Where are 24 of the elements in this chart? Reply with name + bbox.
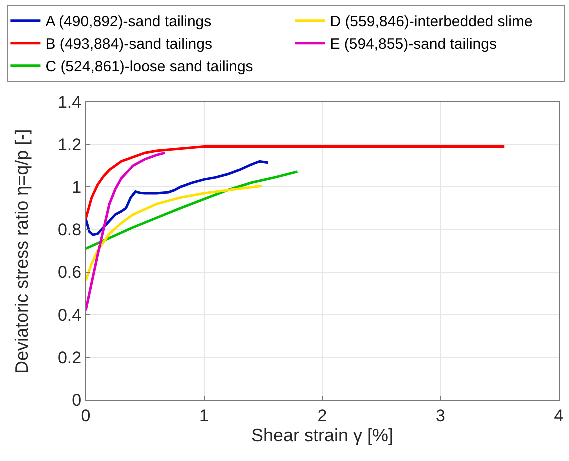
legend-label: D (559,846)-interbedded slime	[330, 14, 533, 31]
legend-label: E (594,855)-sand tailings	[330, 36, 497, 54]
line-series	[86, 170, 299, 250]
y-tick-label: 0	[72, 390, 82, 410]
legend-label: B (493,884)-sand tailings	[46, 36, 212, 54]
y-tick-label: 0.2	[58, 348, 82, 368]
legend-label: A (490,892)-sand tailings	[46, 14, 212, 31]
line-series	[86, 152, 166, 312]
x-tick-label: 4	[554, 406, 564, 426]
y-tick-label: 1.4	[58, 92, 82, 112]
x-tick-label: 3	[436, 406, 446, 426]
y-tick-label: 0.8	[58, 220, 82, 240]
y-tick-label: 1	[72, 178, 82, 198]
y-tick-label: 1.2	[58, 136, 82, 155]
line-series	[86, 145, 506, 220]
y-tick-label: 0.6	[58, 263, 82, 282]
line-series	[86, 160, 270, 236]
legend-label: C (524,861)-loose sand tailings	[46, 58, 254, 76]
x-tick-label: 2	[318, 406, 328, 426]
y-axis-title: Deviatoric stress ratio η=q/p [-]	[12, 129, 32, 374]
line-series	[86, 184, 264, 282]
x-axis-title: Shear strain γ [%]	[251, 426, 394, 446]
x-tick-label: 1	[200, 406, 209, 426]
y-tick-label: 0.4	[58, 306, 82, 325]
